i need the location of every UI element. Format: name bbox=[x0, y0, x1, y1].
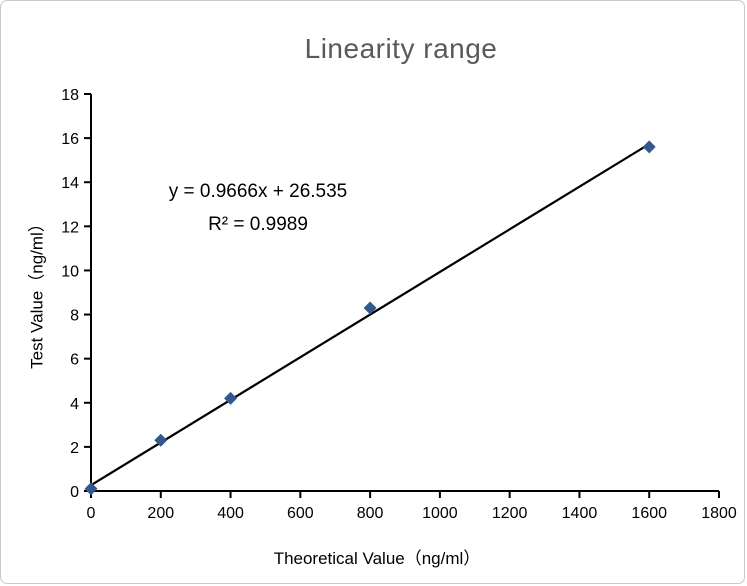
trendline-equation: y = 0.9666x + 26.535 R² = 0.9989 bbox=[108, 175, 408, 241]
y-tick-label: 18 bbox=[61, 87, 79, 104]
y-tick-label: 14 bbox=[61, 175, 79, 192]
x-tick-label: 1800 bbox=[701, 505, 737, 522]
x-axis-title: Theoretical Value（ng/ml） bbox=[273, 549, 481, 568]
equation-line: y = 0.9666x + 26.535 bbox=[168, 181, 348, 202]
x-tick-label: 1000 bbox=[422, 505, 458, 522]
data-point-marker bbox=[84, 482, 98, 496]
x-tick-label: 800 bbox=[357, 505, 384, 522]
x-tick-label: 1400 bbox=[562, 505, 598, 522]
y-tick-label: 2 bbox=[70, 440, 79, 457]
x-tick-label: 400 bbox=[217, 505, 244, 522]
x-tick-label: 0 bbox=[87, 505, 96, 522]
x-tick-label: 1200 bbox=[492, 505, 528, 522]
data-point-marker bbox=[224, 391, 238, 405]
y-tick-label: 0 bbox=[70, 484, 79, 501]
data-point-marker bbox=[363, 301, 377, 315]
data-point-marker bbox=[642, 140, 656, 154]
y-tick-label: 12 bbox=[61, 219, 79, 236]
y-axis-title: Test Value（ng/ml） bbox=[27, 215, 47, 369]
y-tick-label: 16 bbox=[61, 131, 79, 148]
y-tick-label: 4 bbox=[70, 396, 79, 413]
y-tick-label: 6 bbox=[70, 352, 79, 369]
data-point-marker bbox=[154, 433, 168, 447]
r-squared-line: R² = 0.9989 bbox=[208, 214, 308, 235]
x-tick-label: 1600 bbox=[631, 505, 667, 522]
trendline bbox=[90, 143, 650, 487]
x-tick-label: 600 bbox=[287, 505, 314, 522]
chart-title: Linearity range bbox=[304, 33, 498, 64]
y-tick-label: 10 bbox=[61, 263, 79, 280]
y-tick-label: 8 bbox=[70, 308, 79, 325]
x-tick-label: 200 bbox=[147, 505, 174, 522]
